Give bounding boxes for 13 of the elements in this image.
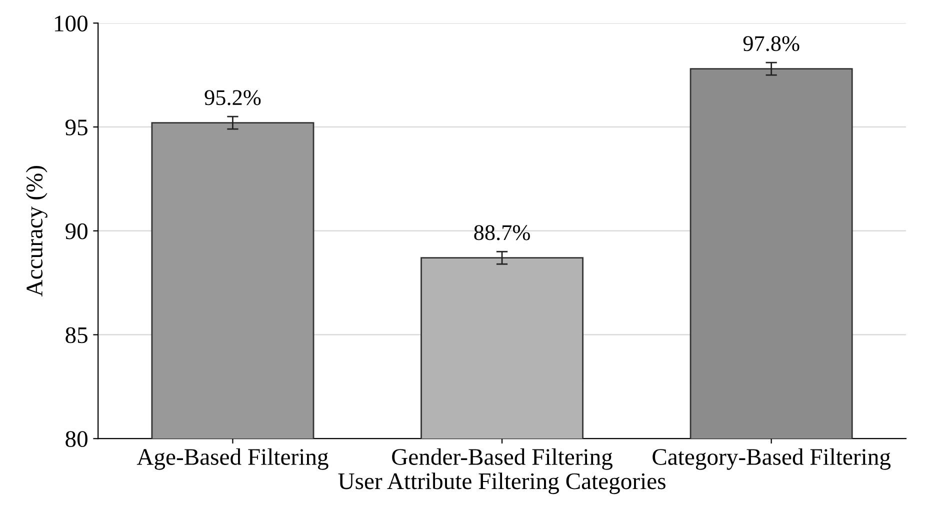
- x-axis-title: User Attribute Filtering Categories: [338, 472, 666, 494]
- data-label: 95.2%: [204, 90, 261, 106]
- x-tick-label: Category-Based Filtering: [652, 448, 891, 470]
- y-axis-title: Accuracy (%): [26, 166, 48, 296]
- y-tick-label: 90: [65, 223, 88, 240]
- data-label: 88.7%: [474, 225, 530, 240]
- y-tick-label: 100: [55, 16, 88, 32]
- y-tick-label: 85: [66, 327, 88, 344]
- x-tick-label: Age-Based Filtering: [136, 448, 328, 470]
- y-tick-label: 95: [65, 120, 88, 136]
- y-tick-label: 80: [66, 431, 88, 448]
- x-tick-label: Gender-Based Filtering: [392, 448, 612, 470]
- data-label: 97.8%: [743, 36, 800, 52]
